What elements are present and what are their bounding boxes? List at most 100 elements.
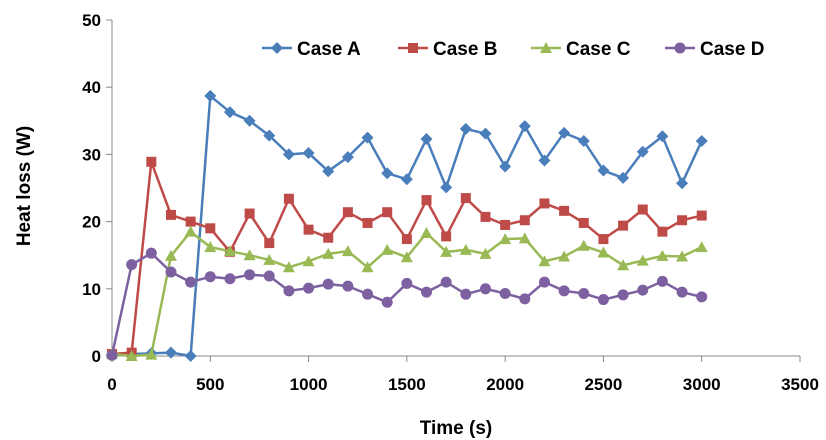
series-line-case-c: [111, 230, 703, 358]
series-case-d: [106, 247, 708, 361]
data-point-case-c: [145, 348, 158, 360]
legend-item-case-a: Case A: [262, 39, 361, 60]
data-point-case-d: [479, 283, 491, 295]
data-point-case-b: [500, 219, 511, 230]
data-point-case-c: [381, 243, 394, 255]
data-point-case-a: [518, 120, 531, 133]
y-tick-label: 10: [82, 280, 101, 299]
data-point-case-c: [420, 227, 433, 239]
x-tick-label: 3500: [781, 375, 819, 394]
legend-item-case-c: Case C: [531, 39, 631, 60]
data-point-case-c: [125, 350, 138, 361]
legend-label: Case C: [566, 39, 631, 60]
data-point-case-c: [263, 253, 276, 265]
data-point-case-a: [479, 127, 492, 140]
data-point-case-a: [164, 346, 177, 359]
data-point-case-c: [204, 241, 217, 253]
data-point-case-a: [420, 132, 433, 145]
data-point-case-c: [577, 239, 590, 251]
data-point-case-a: [558, 126, 571, 139]
legend-label: Case B: [433, 39, 497, 60]
data-point-case-b: [264, 238, 275, 249]
data-point-case-b: [362, 217, 373, 228]
data-point-case-c: [499, 233, 512, 245]
data-point-case-b: [421, 195, 432, 206]
data-point-case-d: [656, 275, 668, 287]
data-point-case-d: [617, 289, 629, 301]
data-point-case-c: [164, 249, 177, 261]
data-point-case-b: [342, 207, 353, 218]
data-point-case-c: [302, 255, 315, 267]
data-point-case-d: [322, 278, 334, 290]
data-point-case-a: [617, 171, 630, 184]
series-line-case-d: [110, 251, 703, 356]
legend-marker: [408, 43, 418, 53]
data-point-case-d: [421, 286, 433, 298]
data-point-case-d: [401, 277, 413, 289]
data-point-case-b: [441, 231, 452, 242]
data-point-case-d: [558, 285, 570, 297]
data-point-case-a: [656, 130, 669, 143]
data-point-case-d: [224, 273, 236, 285]
data-point-case-b: [637, 204, 648, 215]
data-point-case-b: [165, 209, 176, 220]
data-point-case-d: [204, 271, 216, 283]
legend-marker: [674, 42, 686, 54]
data-point-case-d: [342, 280, 354, 292]
data-point-case-a: [204, 89, 217, 102]
data-point-case-d: [538, 276, 550, 288]
data-point-case-c: [440, 245, 453, 257]
data-point-case-d: [460, 288, 472, 300]
data-point-case-d: [283, 285, 295, 297]
data-point-case-b: [598, 234, 609, 245]
data-point-case-d: [696, 291, 708, 303]
y-tick-label: 40: [82, 78, 101, 97]
data-point-case-d: [440, 276, 452, 288]
series-case-a: [106, 89, 708, 362]
x-tick-label: 500: [196, 375, 224, 394]
data-point-case-d: [519, 293, 531, 305]
data-point-case-a: [243, 114, 256, 127]
data-point-case-d: [145, 247, 157, 259]
data-point-case-a: [263, 129, 276, 142]
data-point-case-b: [519, 215, 530, 226]
legend-label: Case A: [297, 39, 361, 60]
legend: Case A Case B Case C Case D: [262, 39, 764, 60]
data-point-case-b: [480, 211, 491, 222]
data-point-case-b: [323, 232, 334, 243]
data-point-case-a: [361, 131, 374, 144]
data-point-case-c: [676, 250, 689, 262]
data-point-case-d: [244, 269, 256, 281]
x-axis-title: Time (s): [420, 418, 493, 439]
data-point-case-c: [617, 259, 630, 271]
series-case-c: [106, 225, 708, 361]
x-tick-label: 1000: [290, 375, 328, 394]
data-point-case-d: [381, 296, 393, 308]
data-point-case-b: [460, 193, 471, 204]
x-tick-label: 1500: [388, 375, 426, 394]
data-point-case-a: [577, 134, 590, 147]
data-point-case-a: [184, 350, 197, 362]
data-point-case-b: [283, 193, 294, 204]
data-point-case-a: [302, 147, 315, 160]
data-point-case-c: [341, 245, 354, 257]
data-point-case-a: [400, 173, 413, 186]
data-point-case-c: [322, 247, 335, 259]
data-point-case-d: [165, 266, 177, 278]
y-tick-label: 50: [82, 11, 101, 30]
data-point-case-d: [303, 282, 315, 294]
data-point-case-b: [146, 156, 157, 167]
data-point-case-c: [597, 246, 610, 258]
data-point-case-c: [538, 255, 551, 267]
data-point-case-b: [657, 226, 668, 237]
data-point-case-d: [597, 294, 609, 306]
data-point-case-a: [499, 160, 512, 173]
x-tick-label: 3000: [683, 375, 721, 394]
data-point-case-c: [400, 251, 413, 263]
data-point-case-c: [243, 249, 256, 261]
data-point-case-d: [126, 259, 138, 271]
data-point-case-d: [676, 286, 688, 298]
data-point-case-a: [695, 134, 708, 147]
legend-item-case-b: Case B: [398, 39, 497, 60]
series-layer: [106, 89, 708, 362]
